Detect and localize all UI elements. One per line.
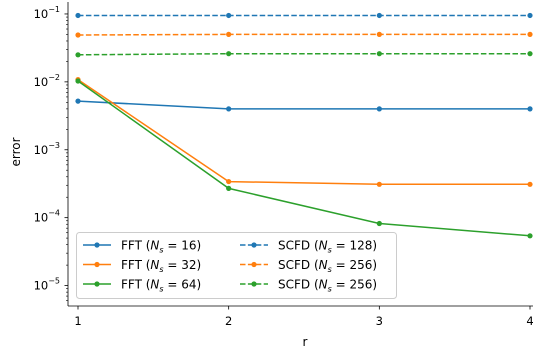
legend-marker: [251, 261, 257, 268]
data-point: [376, 51, 382, 57]
legend-label: SCFD (Ns = 256): [278, 278, 377, 294]
legend-label: FFT (Ns = 16): [121, 239, 201, 255]
series-4: [75, 31, 533, 38]
y-tick-label: 10−2: [34, 73, 60, 89]
data-point: [376, 106, 382, 112]
data-point: [75, 52, 81, 58]
data-point: [527, 51, 533, 57]
data-point: [527, 181, 533, 187]
series-0: [75, 98, 533, 112]
data-point: [527, 31, 533, 37]
data-point: [527, 233, 533, 239]
legend-label: FFT (Ns = 64): [121, 278, 201, 294]
y-tick-label: 10−4: [34, 209, 60, 225]
data-point: [75, 78, 81, 84]
y-tick-label: 10−5: [34, 277, 60, 293]
x-axis-label: r: [303, 335, 308, 349]
legend-frame: [76, 232, 397, 299]
y-axis-ticks: 10−1 10−2 10−3 10−4 10−5: [34, 5, 68, 301]
x-tick-label: 1: [74, 314, 81, 328]
legend-entry: SCFD (Ns = 128): [240, 239, 377, 255]
data-point: [376, 31, 382, 37]
x-tick-label: 2: [225, 314, 232, 328]
legend-entry: FFT (Ns = 16): [83, 239, 201, 255]
series-line: [77, 100, 530, 110]
data-point: [75, 98, 81, 104]
series-line: [77, 33, 530, 36]
data-point: [226, 31, 232, 37]
legend-marker: [251, 281, 257, 287]
y-axis-label: error: [9, 137, 23, 166]
series-3: [75, 12, 533, 19]
legend-marker: [94, 281, 100, 287]
legend-entry: FFT (Ns = 32): [83, 258, 201, 274]
data-point: [226, 185, 232, 191]
legend-entry: FFT (Ns = 64): [83, 278, 201, 294]
x-tick-label: 4: [526, 314, 533, 328]
y-tick-label: 10−3: [34, 141, 60, 157]
data-point: [226, 12, 232, 19]
data-point: [376, 181, 382, 187]
series-1: [75, 76, 533, 187]
data-point: [527, 106, 533, 112]
y-tick-label: 10−1: [34, 5, 60, 21]
legend-marker: [94, 261, 100, 268]
legend-label: FFT (Ns = 32): [121, 258, 201, 274]
legend-label: SCFD (Ns = 256): [278, 258, 377, 274]
data-point: [226, 51, 232, 57]
data-point: [226, 178, 232, 185]
legend-entry: SCFD (Ns = 256): [240, 278, 377, 294]
data-point: [376, 220, 382, 227]
legend: FFT (Ns = 16) FFT (Ns = 32) FFT (Ns = 64) S…: [76, 232, 397, 299]
series-line: [77, 78, 530, 186]
data-point: [75, 12, 81, 19]
series-line: [77, 52, 530, 56]
legend-marker: [251, 242, 257, 248]
x-tick-label: 3: [376, 314, 383, 328]
data-point: [527, 12, 533, 19]
series-5: [75, 51, 533, 58]
series-2: [75, 78, 533, 239]
data-point: [226, 106, 232, 112]
legend-marker: [94, 242, 100, 248]
series-layer: [75, 12, 533, 239]
series-line: [77, 80, 531, 237]
data-point: [376, 12, 382, 19]
data-point: [75, 32, 81, 38]
legend-label: SCFD (Ns = 128): [278, 239, 377, 255]
legend-entry: SCFD (Ns = 256): [240, 258, 377, 274]
x-axis-ticks: 1 2 3 4: [74, 306, 533, 328]
